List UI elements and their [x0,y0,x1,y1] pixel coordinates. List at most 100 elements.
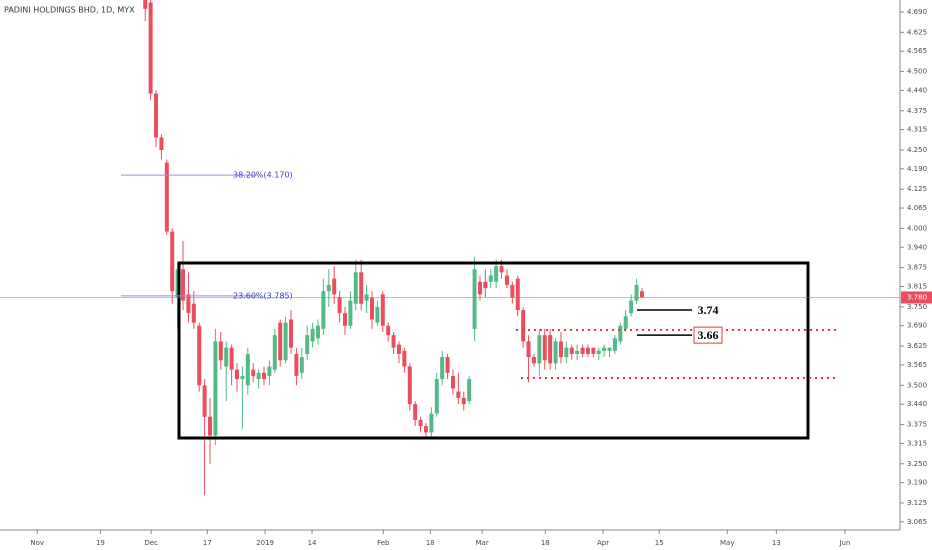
candle-body [278,322,283,361]
candle-body [229,347,234,370]
candle-body [315,325,320,339]
candle-body [245,353,250,386]
candle-body [429,413,434,433]
candle-body [526,341,531,358]
candle-body [531,357,536,364]
y-tick-label: 3.065 [907,518,927,526]
candle-body [488,275,493,282]
candle-body [391,335,396,348]
level-box [693,301,723,319]
x-tick-label: 14 [308,539,317,547]
candle-body [213,341,218,436]
y-tick-label: 3.375 [907,421,927,429]
x-tick-label: 2019 [256,539,274,547]
last-price-tag [901,291,932,304]
candle-body [202,385,207,417]
candle-body [289,319,294,348]
candle-body [445,357,450,373]
y-tick-label: 4.125 [907,185,927,193]
candle-body [218,341,223,361]
candle-body [575,350,580,354]
candle-body [402,350,407,367]
candle-body [208,416,213,436]
candle-body [564,347,569,358]
candle-body [494,266,499,282]
y-tick-label: 4.375 [907,107,927,115]
candle-body [434,379,439,414]
y-tick-label: 3.315 [907,439,927,447]
candle-body [634,284,639,301]
candle-body [299,357,304,373]
candle-body [386,325,391,336]
candle-body [596,350,601,354]
candle-body [396,344,401,354]
candle-body [623,316,628,329]
candle-body [332,278,337,295]
y-tick-label: 3.875 [907,264,927,272]
candle-body [510,284,515,298]
candle-body [159,137,164,150]
candle-body [321,291,326,329]
x-tick-label: Mar [476,539,489,547]
candle-body [580,347,585,354]
candle-body [602,347,607,351]
candle-body [504,275,509,285]
x-tick-label: Dec [144,539,158,547]
y-tick-label: 4.440 [907,86,927,94]
x-tick-label: 13 [772,539,781,547]
candle-body [235,369,240,380]
candle-body [294,353,299,376]
candle-body [618,325,623,342]
x-tick-label: Feb [377,539,390,547]
y-tick-label: 3.750 [907,303,927,311]
candle-body [369,297,374,320]
y-tick-label: 3.500 [907,381,927,389]
last-price-label: 3.780 [907,293,927,301]
candle-body [181,269,186,301]
y-tick-label: 3.565 [907,361,927,369]
candle-body [591,347,596,354]
candle-body [423,426,428,433]
x-tick-label: Apr [597,539,609,547]
candle-body [499,266,504,273]
candle-body [310,328,315,342]
candle-body [164,162,169,232]
candle-body [251,369,256,376]
y-tick-label: 3.250 [907,460,927,468]
candle-body [191,303,196,323]
candle-body [521,310,526,342]
candle-body [569,347,574,354]
candle-body [143,0,148,9]
candle-body [240,375,245,380]
candle-body [472,269,477,329]
candle-body [224,347,229,367]
x-tick-label: Nov [30,539,44,547]
candle-body [326,284,331,292]
candle-body [440,357,445,380]
candle-body [283,322,288,361]
y-tick-label: 4.315 [907,126,927,134]
y-tick-label: 3.940 [907,243,927,251]
candle-body [305,335,310,354]
level-label: 3.74 [698,303,719,317]
candle-body [359,272,364,304]
candle-body [267,366,272,376]
candle-body [542,335,547,361]
candle-body [450,375,455,389]
fib-label: 23.60%(3.785) [233,291,293,300]
candle-body [337,297,342,314]
candle-body [407,366,412,405]
y-tick-label: 3.690 [907,322,927,330]
candle-body [375,306,380,323]
candle-body [461,397,466,405]
y-tick-label: 3.440 [907,400,927,408]
y-tick-label: 4.065 [907,204,927,212]
candle-body [353,272,358,304]
candle-body [154,93,159,138]
candle-body [558,341,563,358]
candle-body [148,2,153,94]
candles [143,0,644,496]
candle-body [548,335,553,364]
